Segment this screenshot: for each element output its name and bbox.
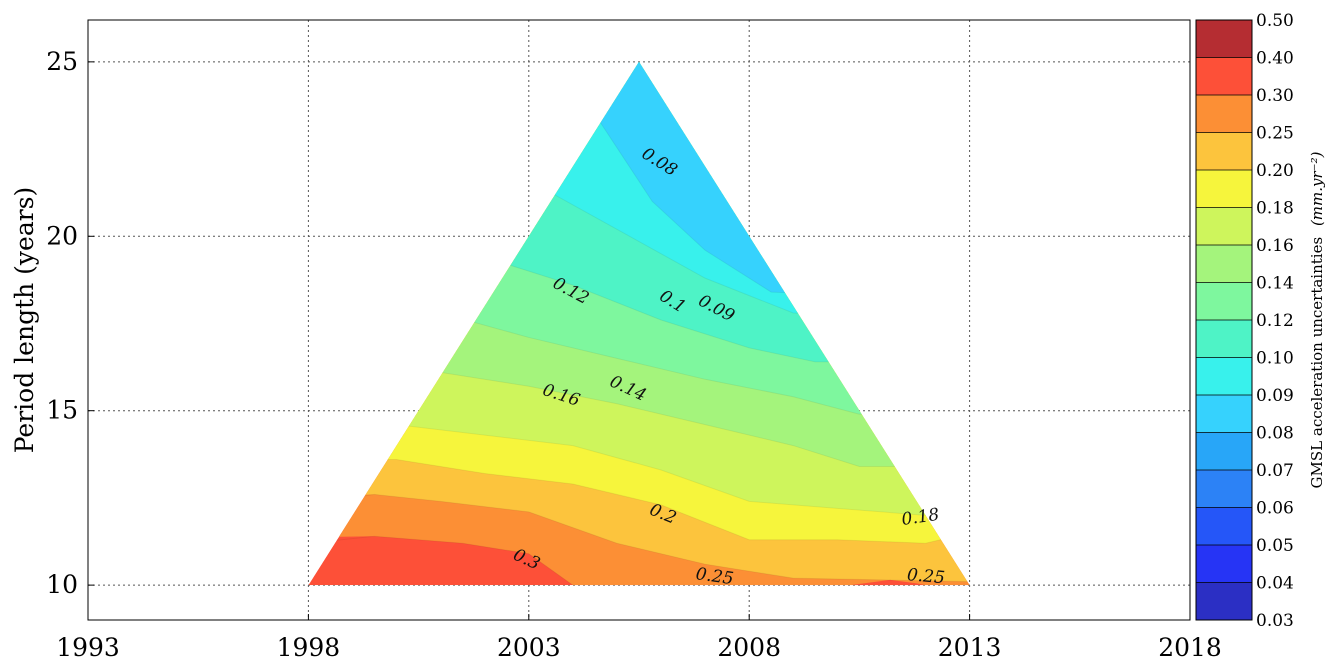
colorbar-segment [1196,207,1252,245]
plot-frame [87,19,1191,621]
colorbar-segment [1196,545,1252,583]
contour-label: 0.25 [906,565,945,588]
colorbar-tick-label: 0.20 [1256,161,1294,181]
colorbar-tick-label: 0.30 [1256,86,1294,106]
colorbar-tick-label: 0.04 [1256,574,1294,594]
x-tick-label: 2018 [1158,633,1222,662]
colorbar-tick-label: 0.14 [1256,274,1294,294]
contour-line [308,417,970,516]
colorbar-tick-label: 0.03 [1256,611,1294,631]
y-tick-label: 15 [46,396,78,425]
colorbar-label: GMSL acceleration uncertainties (mm.yr⁻²… [1308,151,1326,488]
colorbar-label-text: GMSL acceleration uncertainties [1308,237,1326,489]
colorbar-tick-label: 0.06 [1256,499,1294,519]
colorbar: 0.03 0.04 0.05 0.06 0.07 0.08 0.09 0.10 0.12 0.14… [1195,11,1294,631]
colorbar-segment [1196,95,1252,133]
colorbar-tick-label: 0.50 [1256,11,1294,31]
colorbar-segment [1196,582,1252,620]
colorbar-tick-label: 0.08 [1256,424,1294,444]
colorbar-segment [1196,170,1252,208]
colorbar-tick-label: 0.05 [1256,536,1294,556]
colorbar-segment [1196,320,1252,358]
colorbar-tick-label: 0.18 [1256,199,1294,219]
contour-labels: 0.080.090.10.120.140.160.180.20.25 0.250.… [510,144,946,589]
y-axis-label: Period length (years) [10,187,39,454]
contour-line [308,459,970,544]
contour-label: 0.18 [900,505,940,530]
contour-line [308,535,574,586]
contour-line [308,493,970,583]
colorbar-segment [1196,395,1252,433]
colorbar-segment [1196,282,1252,320]
colorbar-label-unit: (mm.yr⁻²) [1308,151,1326,226]
y-tick-label: 20 [46,221,78,250]
x-tick-label: 1993 [56,633,120,662]
colorbar-tick-label: 0.12 [1256,311,1294,331]
colorbar-segment [1196,57,1252,95]
x-tick-label: 2013 [938,633,1002,662]
colorbar-tick-label: 0.10 [1256,349,1294,369]
colorbar-tick-label: 0.07 [1256,461,1294,481]
colorbar-tick-label: 0.25 [1256,124,1294,144]
colorbar-segment [1196,245,1252,283]
contour-label: 0.25 [694,564,734,589]
y-tick-label: 25 [46,47,78,76]
colorbar-tick-label: 0.16 [1256,236,1294,256]
contour-band-0.08 [308,61,970,300]
colorbar-segment [1196,357,1252,395]
x-tick-label: 2003 [497,633,561,662]
colorbar-segment [1196,470,1252,508]
colorbar-segment [1196,507,1252,545]
y-tick-label: 10 [46,570,78,599]
colorbar-tick-label: 0.40 [1256,49,1294,69]
contour-band-0.30-patch [850,579,926,586]
colorbar-segment [1196,132,1252,170]
colorbar-segment [1196,432,1252,470]
axis-ticks: 1993 1998 2003 2008 2013 2018 10 15 20 25 [46,47,1222,662]
contour-fill [308,61,970,586]
contour-line [308,364,970,468]
x-tick-label: 1998 [277,633,341,662]
x-tick-label: 2008 [717,633,781,662]
colorbar-tick-label: 0.09 [1256,386,1294,406]
colorbar-segment [1196,20,1252,58]
